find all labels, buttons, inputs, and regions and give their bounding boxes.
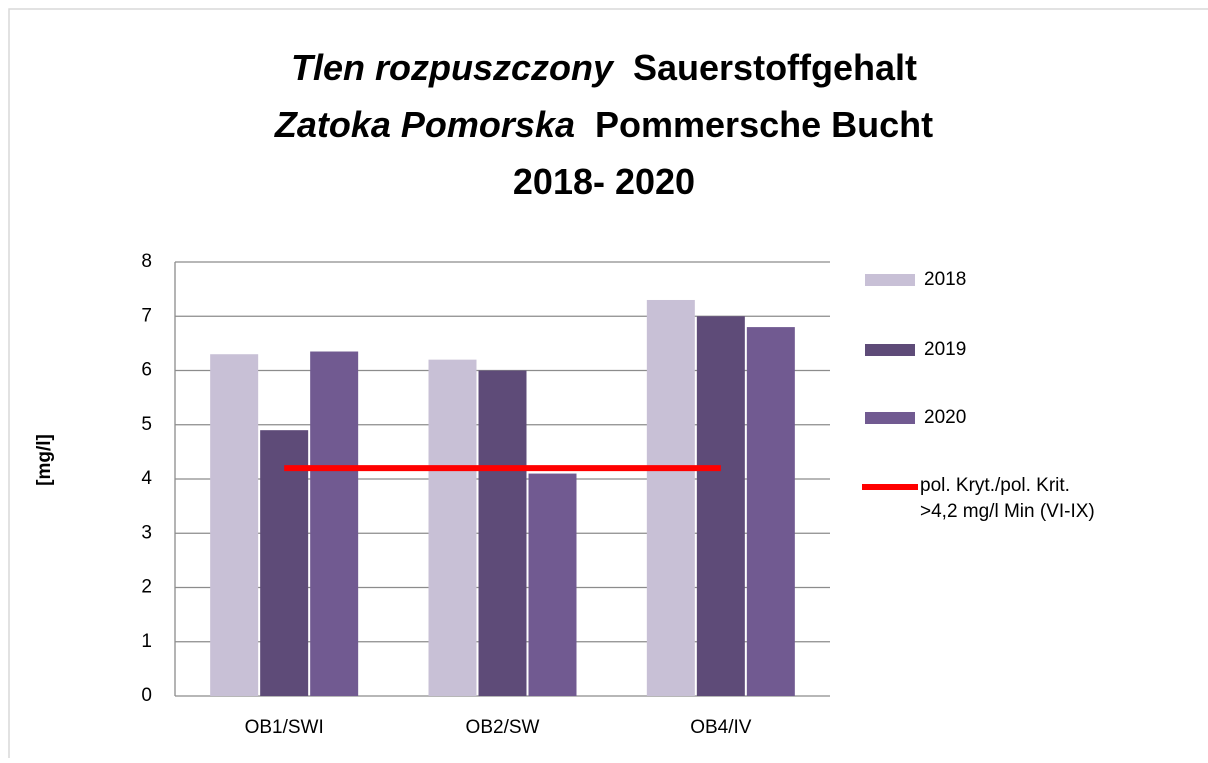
- legend-swatch: [865, 274, 915, 286]
- bar: [428, 359, 477, 696]
- bar: [528, 473, 577, 696]
- title-italic: Zatoka Pomorska: [274, 104, 575, 145]
- y-axis-label: [mg/l]: [34, 434, 55, 486]
- y-tick-label: 2: [141, 577, 152, 598]
- bar: [260, 430, 309, 696]
- title-plain: Sauerstoffgehalt: [633, 47, 917, 88]
- legend-swatch: [865, 412, 915, 424]
- legend-label: pol. Kryt./pol. Krit. >4,2 mg/l Min (VI-…: [920, 475, 1095, 522]
- y-tick-label: 7: [141, 305, 152, 326]
- legend-label: 2018: [924, 269, 966, 290]
- frame: [8, 8, 1208, 763]
- y-tick-label: 3: [141, 522, 152, 543]
- x-tick-label: OB2/SW: [466, 717, 540, 738]
- chart-title: Tlen rozpuszczony Sauerstoffgehalt: [291, 47, 917, 88]
- bar: [646, 299, 695, 696]
- bar: [478, 370, 527, 696]
- legend-label: pol. Kryt./pol. Krit. >4,2 mg/l Min (VI-…: [920, 475, 1095, 522]
- title-gap: [613, 47, 633, 88]
- legend-label: 2019: [924, 339, 966, 360]
- title-italic: Tlen rozpuszczony: [291, 47, 615, 88]
- bar: [310, 351, 359, 696]
- chart-title: Zatoka Pomorska Pommersche Bucht: [274, 104, 933, 145]
- bar: [696, 316, 745, 696]
- title-plain: Pommersche Bucht: [595, 104, 933, 145]
- y-tick-label: 5: [141, 414, 152, 435]
- y-tick-label: 6: [141, 360, 152, 381]
- y-tick-label: 4: [141, 468, 152, 489]
- x-tick-label: OB4/IV: [690, 717, 752, 738]
- y-tick-label: 8: [141, 251, 152, 272]
- bar: [746, 327, 795, 696]
- title-plain: 2018- 2020: [513, 161, 695, 202]
- chart-title: 2018- 2020: [513, 161, 695, 202]
- y-tick-label: 0: [141, 685, 152, 706]
- bar: [210, 354, 259, 696]
- legend-swatch: [865, 344, 915, 356]
- y-tick-label: 1: [141, 631, 152, 652]
- legend-label: 2020: [924, 407, 966, 428]
- x-tick-label: OB1/SWI: [245, 717, 324, 738]
- title-gap: [575, 104, 595, 145]
